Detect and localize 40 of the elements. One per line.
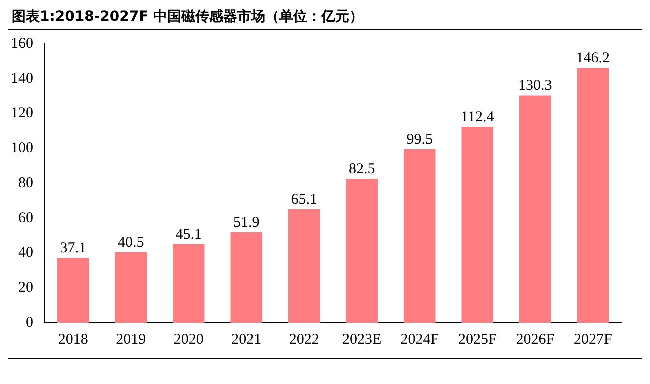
- x-tick-label: 2027F: [574, 332, 612, 348]
- y-tick-label: 120: [11, 106, 34, 122]
- chart-title: 图表1:2018-2027F 中国磁传感器市场（单位：亿元）: [11, 8, 365, 27]
- bar: [519, 96, 552, 323]
- y-tick-label: 60: [18, 210, 34, 226]
- y-tick-label: 140: [11, 70, 34, 87]
- x-tick-label: 2022: [289, 332, 320, 348]
- x-tick-label: 2023E: [342, 332, 382, 348]
- bar: [115, 252, 148, 323]
- bar: [346, 179, 378, 323]
- x-tick-label: 2025F: [458, 332, 497, 348]
- bar: [230, 232, 263, 323]
- data-label: 112.4: [461, 109, 495, 126]
- x-tick-label: 2021: [232, 332, 262, 348]
- y-tick-label: 40: [18, 245, 34, 262]
- y-tick-label: 160: [11, 36, 34, 52]
- x-tick-label: 2024F: [400, 332, 440, 348]
- data-label: 37.1: [60, 240, 86, 257]
- data-label: 51.9: [234, 214, 260, 231]
- data-label: 45.1: [176, 226, 202, 243]
- x-tick-label: 2018: [58, 332, 88, 348]
- bar: [462, 127, 494, 323]
- data-label: 130.3: [518, 78, 552, 94]
- data-label: 82.5: [349, 162, 376, 178]
- bar: [577, 68, 610, 323]
- data-label: 65.1: [291, 192, 318, 208]
- bar: [404, 149, 436, 323]
- bar: [57, 258, 90, 323]
- y-tick-label: 80: [18, 175, 34, 192]
- data-label: 40.5: [118, 234, 144, 251]
- x-tick-label: 2020: [174, 332, 204, 348]
- data-label: 99.5: [406, 132, 433, 148]
- data-label: 146.2: [576, 50, 610, 66]
- y-tick-label: 20: [18, 280, 34, 296]
- y-tick-label: 100: [11, 140, 34, 157]
- bar: [172, 244, 205, 323]
- x-tick-label: 2026F: [516, 332, 555, 348]
- bar: [288, 209, 320, 323]
- y-tick-label: 0: [26, 314, 34, 331]
- x-tick-label: 2019: [116, 332, 146, 348]
